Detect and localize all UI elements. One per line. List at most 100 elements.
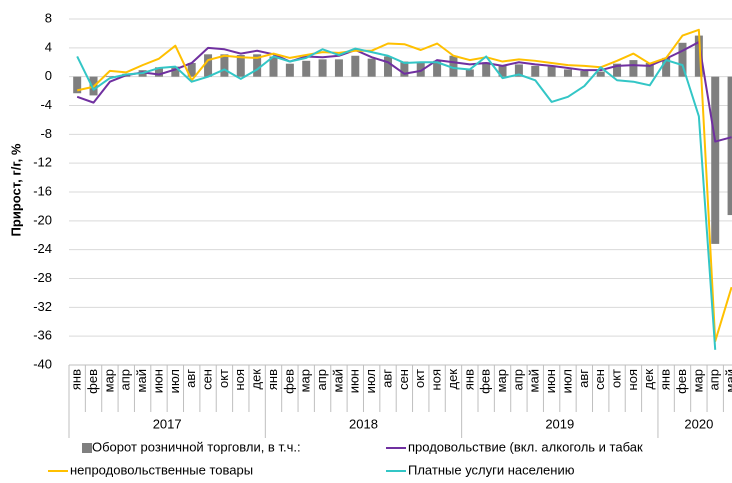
line-series <box>76 41 732 143</box>
legend-label: Платные услуги населению <box>408 462 575 477</box>
y-tick-label: -16 <box>33 183 52 198</box>
x-tick-label: авг <box>183 369 198 388</box>
x-tick-label: фев <box>674 369 689 394</box>
bar <box>498 65 507 77</box>
bar <box>302 60 311 77</box>
x-tick-label: окт <box>412 369 427 388</box>
bar <box>482 62 491 77</box>
x-tick-label: янв <box>69 369 84 390</box>
bar <box>711 76 720 244</box>
year-label: 2018 <box>349 416 378 431</box>
bar <box>384 56 393 77</box>
y-tick-label: -24 <box>33 241 52 256</box>
x-tick-label: фев <box>478 369 493 394</box>
bar <box>400 61 409 77</box>
x-tick-label: ноя <box>625 369 640 390</box>
x-tick-label: апр <box>118 369 133 391</box>
bar <box>645 62 654 77</box>
x-tick-label: сен <box>592 369 607 390</box>
bar <box>449 55 458 77</box>
x-tick-label: май <box>527 369 542 392</box>
x-tick-label: сен <box>396 369 411 390</box>
x-tick-label: мар <box>101 369 116 392</box>
x-tick-label: май <box>723 369 732 392</box>
bar <box>334 59 343 77</box>
bar <box>220 54 229 77</box>
bar <box>613 63 622 77</box>
bar <box>629 60 638 77</box>
x-tick-label: июн <box>150 369 165 393</box>
x-tick-label: янв <box>265 369 280 390</box>
x-tick-label: мар <box>494 369 509 392</box>
bar <box>433 60 442 77</box>
x-tick-label: апр <box>510 369 525 391</box>
plot-area <box>73 28 732 350</box>
bar <box>204 54 213 77</box>
x-tick-label: май <box>134 369 149 392</box>
bar <box>351 55 360 77</box>
x-tick-label: дек <box>445 369 460 390</box>
x-tick-label: дек <box>641 369 656 390</box>
bar <box>105 75 114 77</box>
year-label: 2017 <box>153 416 182 431</box>
y-tick-label: -40 <box>33 356 52 371</box>
x-tick-label: окт <box>216 369 231 388</box>
year-label: 2019 <box>545 416 574 431</box>
legend-label: Оборот розничной торговли, в т.ч.: <box>92 439 301 454</box>
x-tick-label: янв <box>461 369 476 390</box>
x-tick-label: окт <box>608 369 623 388</box>
y-tick-label: -8 <box>40 126 52 141</box>
x-tick-label: авг <box>379 369 394 388</box>
y-tick-label: -12 <box>33 155 52 170</box>
line-series <box>76 47 717 350</box>
x-tick-label: авг <box>576 369 591 388</box>
bar <box>465 69 474 77</box>
x-tick-label: апр <box>314 369 329 391</box>
bar <box>694 35 703 77</box>
y-tick-label: -36 <box>33 328 52 343</box>
x-tick-label: апр <box>707 369 722 391</box>
x-tick-label: мар <box>690 369 705 392</box>
x-tick-label: июл <box>559 369 574 393</box>
bar <box>269 56 278 77</box>
bar <box>285 63 294 77</box>
y-tick-label: -32 <box>33 299 52 314</box>
bar <box>531 65 540 77</box>
bar <box>73 76 82 94</box>
x-tick-label: июн <box>543 369 558 393</box>
x-tick-label: янв <box>658 369 673 390</box>
y-tick-label: 8 <box>45 10 52 25</box>
x-tick-label: ноя <box>232 369 247 390</box>
bar <box>678 42 687 77</box>
bar <box>187 62 196 77</box>
bar <box>727 76 732 216</box>
line-series <box>76 28 732 343</box>
y-tick-label: -4 <box>40 97 52 112</box>
x-tick-label: июл <box>363 369 378 393</box>
bar <box>662 57 671 77</box>
x-tick-label: фев <box>281 369 296 394</box>
x-tick-label: июл <box>167 369 182 393</box>
x-tick-label: май <box>330 369 345 392</box>
bar <box>171 66 180 77</box>
x-tick-label: мар <box>298 369 313 392</box>
x-tick-label: дек <box>249 369 264 390</box>
y-axis-label: Прирост, г/г, % <box>8 143 23 236</box>
bar <box>580 70 589 77</box>
bar <box>563 69 572 77</box>
x-tick-label: июн <box>347 369 362 393</box>
x-tick-label: фев <box>85 369 100 394</box>
bar <box>514 64 523 77</box>
bar <box>253 54 262 77</box>
y-tick-label: 0 <box>45 68 52 83</box>
x-tick-label: сен <box>199 369 214 390</box>
bar <box>547 66 556 77</box>
legend-label: непродовольственные товары <box>70 462 253 477</box>
x-tick-label: ноя <box>429 369 444 390</box>
bar <box>596 71 605 77</box>
bar <box>367 58 376 77</box>
legend-label: продовольствие (вкл. алкоголь и табак <box>408 439 643 454</box>
y-tick-label: -20 <box>33 212 52 227</box>
